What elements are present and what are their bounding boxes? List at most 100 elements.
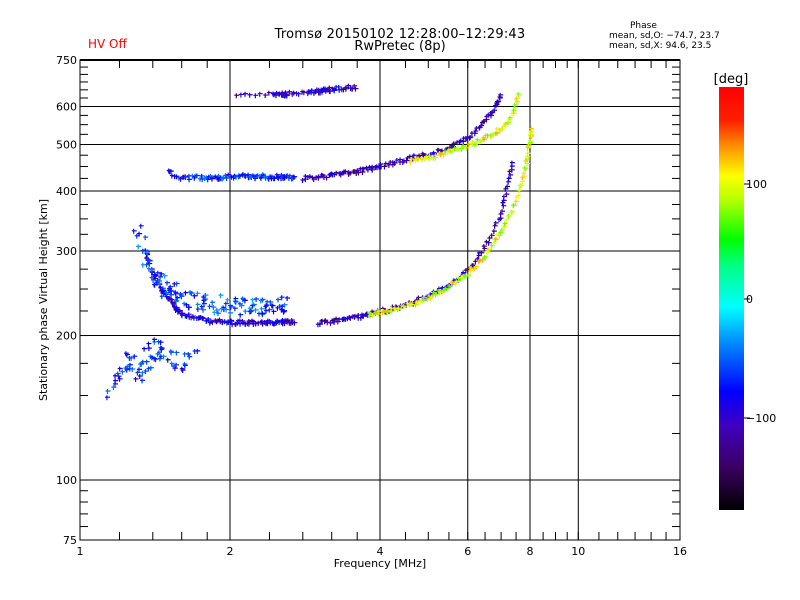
data-point xyxy=(143,235,149,241)
chart-title: Tromsø 20150102 12:28:00–12:29:43 xyxy=(274,27,526,42)
data-point xyxy=(176,309,182,315)
data-point xyxy=(493,237,499,243)
data-point xyxy=(173,291,179,297)
data-point xyxy=(152,339,158,345)
data-point xyxy=(506,213,512,219)
data-point xyxy=(417,153,423,159)
data-point xyxy=(224,307,230,313)
data-point xyxy=(411,153,417,159)
data-point xyxy=(509,160,515,166)
data-point xyxy=(174,350,180,356)
data-point xyxy=(140,378,146,384)
data-point xyxy=(289,317,295,323)
data-point xyxy=(332,88,338,94)
data-point xyxy=(481,137,487,143)
data-point xyxy=(115,371,121,377)
phase-stats-title: Phase xyxy=(630,21,657,31)
data-point xyxy=(174,281,180,287)
data-point xyxy=(202,297,208,303)
data-point xyxy=(413,302,419,308)
data-point xyxy=(507,115,513,121)
data-point xyxy=(451,141,457,147)
data-point xyxy=(504,192,510,198)
data-point xyxy=(317,322,323,328)
x-tick-label: 4 xyxy=(377,545,384,558)
colorbar-ticks: −100 0 100 xyxy=(744,178,776,425)
data-point xyxy=(408,159,414,165)
data-point xyxy=(282,308,288,314)
data-point xyxy=(182,363,188,369)
data-point xyxy=(401,304,407,310)
data-point xyxy=(292,320,298,326)
data-point xyxy=(155,270,161,276)
y-tick-label: 500 xyxy=(56,139,77,152)
data-point xyxy=(494,126,500,132)
data-point xyxy=(353,86,359,92)
data-point xyxy=(136,244,142,250)
data-point xyxy=(105,389,111,395)
data-point xyxy=(258,298,264,304)
data-point xyxy=(237,173,243,179)
data-point xyxy=(482,254,488,260)
data-points xyxy=(104,83,535,401)
data-point xyxy=(511,203,517,209)
data-point xyxy=(251,302,257,308)
data-point xyxy=(263,93,269,99)
data-point xyxy=(161,288,167,294)
data-point xyxy=(195,302,201,308)
data-point xyxy=(264,308,270,314)
data-point xyxy=(420,298,426,304)
data-point xyxy=(275,305,281,311)
data-point xyxy=(146,341,152,347)
x-tick-label: 6 xyxy=(464,545,471,558)
data-point xyxy=(279,295,285,301)
data-point xyxy=(259,319,265,325)
data-point xyxy=(195,348,201,354)
data-point xyxy=(271,309,277,315)
data-point xyxy=(291,90,297,96)
data-point xyxy=(152,337,158,343)
data-point xyxy=(142,346,148,352)
data-point xyxy=(489,233,495,239)
data-point xyxy=(493,220,499,226)
data-point xyxy=(129,355,135,361)
data-point xyxy=(179,294,185,300)
data-point xyxy=(492,108,498,114)
data-point xyxy=(130,367,136,373)
data-point xyxy=(499,227,505,233)
data-point xyxy=(238,312,244,318)
data-point xyxy=(239,303,245,309)
data-point xyxy=(427,153,433,159)
data-point xyxy=(416,300,422,306)
data-point xyxy=(225,297,231,303)
data-point xyxy=(514,96,520,102)
data-point xyxy=(506,176,512,182)
data-point xyxy=(228,304,234,310)
data-point xyxy=(183,174,189,180)
data-point xyxy=(152,282,158,288)
data-point xyxy=(140,262,146,268)
data-point xyxy=(260,311,266,317)
data-point xyxy=(201,316,207,322)
data-point xyxy=(143,369,149,374)
data-point xyxy=(210,176,216,182)
data-point xyxy=(335,319,341,325)
data-point xyxy=(296,91,302,97)
data-point xyxy=(132,354,138,360)
data-point xyxy=(416,156,422,162)
data-point xyxy=(473,264,479,270)
data-point xyxy=(501,224,507,230)
data-point xyxy=(170,301,176,307)
data-point xyxy=(343,169,349,175)
data-point xyxy=(498,211,504,217)
data-point xyxy=(266,90,272,96)
data-point xyxy=(519,183,525,189)
data-point xyxy=(146,266,152,272)
data-point xyxy=(135,370,141,376)
data-point xyxy=(164,280,170,286)
data-point xyxy=(487,247,493,253)
data-point xyxy=(504,217,510,223)
data-point xyxy=(464,145,470,151)
data-point xyxy=(183,290,189,296)
